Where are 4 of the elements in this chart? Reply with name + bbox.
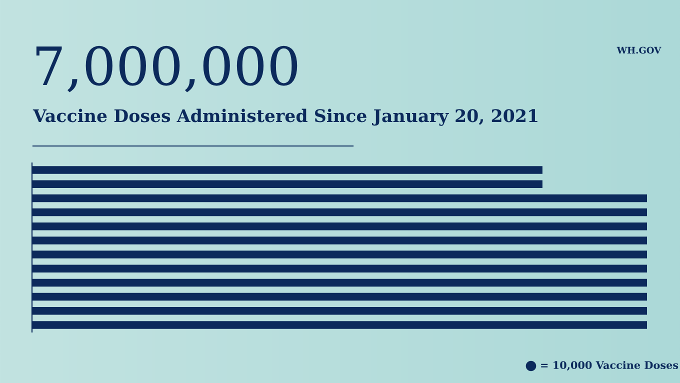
text: WH.GOV <box>616 46 662 54</box>
chart-subtitle: Vaccine Doses Administered Since January 20, 2021 <box>32 108 538 126</box>
chart-title: 7,000,000 <box>36 46 298 92</box>
text: = 10,000 Vaccine Doses <box>541 360 678 371</box>
